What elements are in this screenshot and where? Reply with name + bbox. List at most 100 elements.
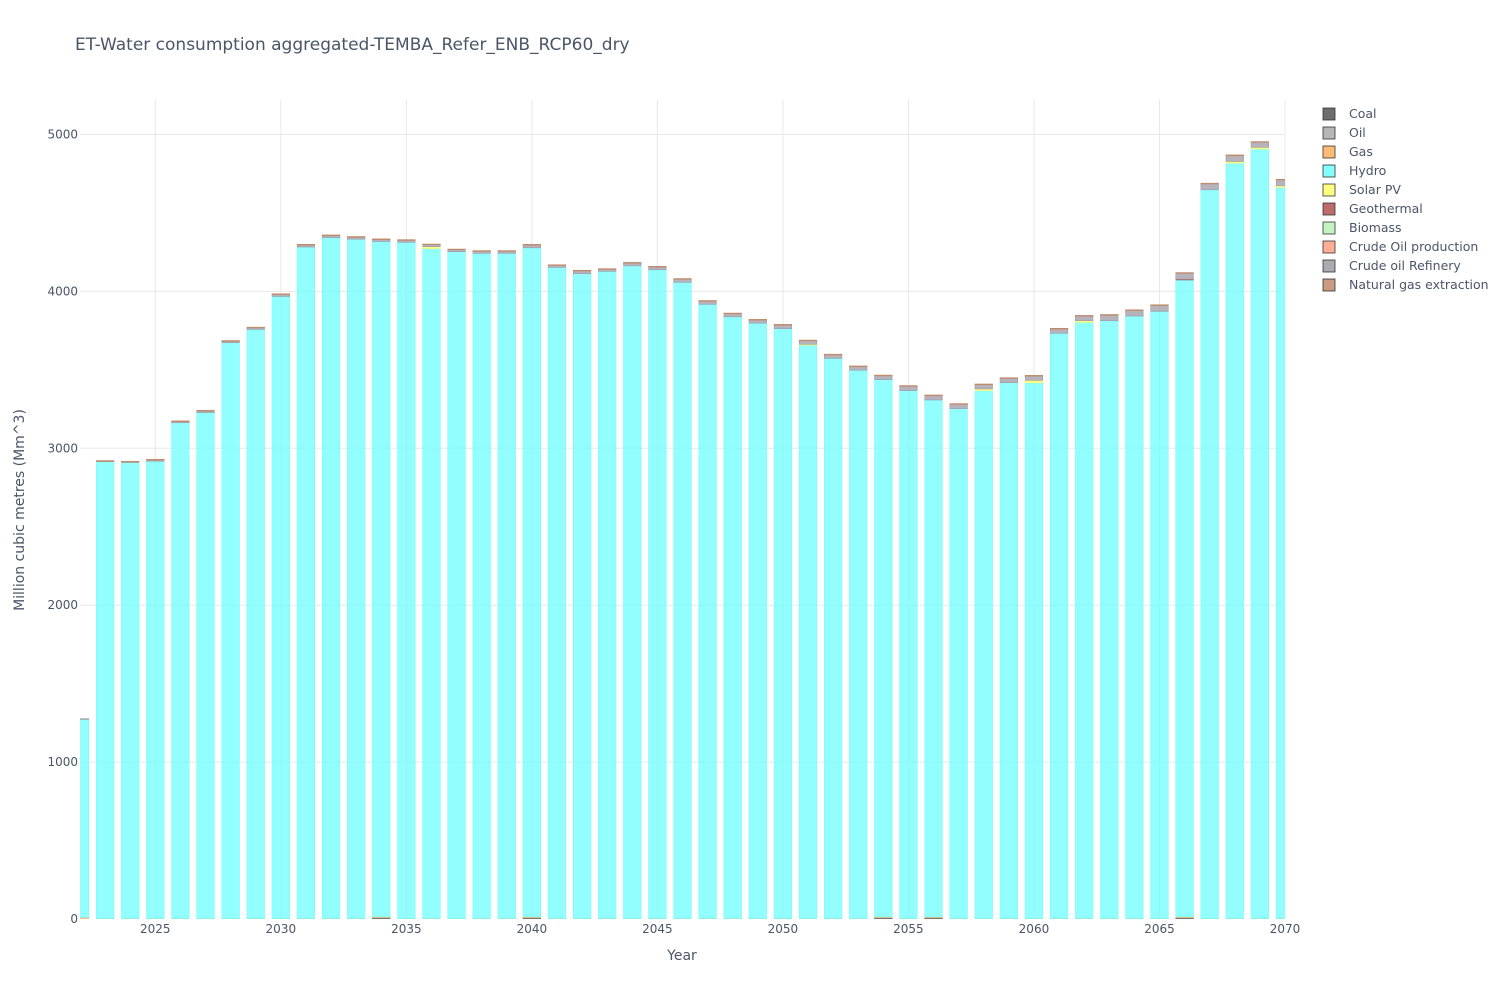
- bar-natural-gas-extraction-2056: [924, 394, 943, 397]
- bar-natural-gas-extraction-2023: [96, 460, 115, 462]
- legend-swatch-hydro: [1322, 164, 1336, 178]
- bar-natural-gas-extraction-2057: [949, 403, 968, 405]
- x-tick-label-2065: 2065: [1144, 922, 1175, 936]
- bar-hydro-2041: [547, 267, 567, 919]
- bar-group: [80, 141, 1285, 919]
- legend-swatch-solar-pv: [1322, 183, 1336, 197]
- legend-label-natural-gas-extraction: Natural gas extraction: [1349, 277, 1489, 292]
- legend-swatch-crude-oil-production: [1322, 240, 1336, 254]
- bar-hydro-2062: [1075, 322, 1094, 919]
- bar-natural-gas-extraction-2038: [472, 250, 491, 252]
- bar-hydro-2034: [372, 241, 391, 918]
- bar-natural-gas-extraction-2069: [1250, 141, 1269, 143]
- bar-natural-gas-extraction-2068: [1225, 154, 1244, 157]
- bar-hydro-2043: [598, 271, 617, 919]
- bar-natural-gas-extraction-2050: [773, 324, 793, 326]
- bar-natural-gas-extraction-2045: [648, 266, 667, 268]
- bar-hydro-2044: [623, 265, 642, 919]
- bar-hydro-2058: [974, 390, 993, 919]
- bar-hydro-2031: [296, 246, 316, 919]
- bar-hydro-2029: [246, 329, 265, 919]
- bar-hydro-2053: [849, 369, 868, 919]
- bar-natural-gas-extraction-2054: [874, 374, 893, 377]
- legend-swatch-gas: [1322, 145, 1336, 159]
- bar-natural-gas-extraction-2036: [422, 243, 441, 246]
- legend-label-crude-oil-production: Crude Oil production: [1349, 239, 1478, 254]
- bar-hydro-2060: [1024, 382, 1044, 919]
- legend-label-oil: Oil: [1349, 125, 1366, 140]
- bar-hydro-2032: [321, 237, 341, 919]
- bar-hydro-2033: [347, 238, 366, 919]
- bar-natural-gas-extraction-2070: [1275, 178, 1285, 181]
- bar-hydro-2064: [1125, 315, 1144, 919]
- bar-gas-2022: [80, 917, 90, 919]
- bar-natural-gas-extraction-2066: [1175, 272, 1194, 274]
- bar-hydro-2037: [447, 251, 466, 919]
- bar-hydro-2057: [949, 408, 968, 919]
- chart-title: ET-Water consumption aggregated-TEMBA_Re…: [75, 35, 630, 55]
- x-tick-label-2060: 2060: [1019, 922, 1050, 936]
- bar-hydro-2039: [497, 252, 516, 919]
- bar-hydro-2036: [422, 248, 441, 919]
- y-tick-label-1000: 1000: [47, 755, 78, 769]
- axes-layer: 2025 2030 2035 2040 2045 2050 2055 2060 2065 2070…: [47, 128, 1300, 936]
- bar-natural-gas-extraction-2025: [146, 458, 165, 461]
- bar-hydro-2026: [171, 422, 190, 919]
- bar-hydro-2051: [798, 344, 818, 919]
- bar-natural-gas-extraction-2067: [1200, 182, 1219, 185]
- bar-natural-gas-extraction-2064: [1125, 309, 1144, 311]
- bar-natural-gas-extraction-2052: [824, 353, 843, 356]
- bar-natural-gas-extraction-2053: [849, 365, 868, 368]
- bar-hydro-2049: [748, 322, 767, 919]
- bar-hydro-2042: [572, 273, 592, 919]
- bar-natural-gas-extraction-2034: [372, 238, 391, 240]
- bar-natural-gas-extraction-2029: [246, 326, 265, 329]
- bar-natural-gas-extraction-2033: [347, 236, 366, 238]
- y-tick-label-0: 0: [70, 912, 78, 926]
- legend-label-solar-pv: Solar PV: [1349, 182, 1401, 197]
- bar-hydro-2024: [121, 461, 140, 919]
- bar-hydro-2030: [271, 296, 290, 919]
- y-tick-label-4000: 4000: [47, 284, 78, 298]
- bar-natural-gas-extraction-2044: [623, 262, 642, 264]
- bar-hydro-2056: [924, 399, 943, 918]
- y-tick-label-5000: 5000: [47, 128, 78, 142]
- x-tick-label-2040: 2040: [517, 922, 548, 936]
- bar-crude-oil-refinery-2064: [1125, 309, 1144, 317]
- bar-hydro-2063: [1100, 320, 1119, 919]
- legend-label-geothermal: Geothermal: [1349, 201, 1423, 216]
- bar-hydro-2046: [673, 282, 692, 919]
- bar-hydro-2040: [522, 247, 541, 918]
- bar-hydro-2054: [874, 379, 893, 918]
- bar-hydro-2023: [96, 460, 115, 919]
- bar-natural-gas-extraction-2049: [748, 319, 767, 321]
- bar-solar-pv-2060: [1024, 380, 1044, 384]
- bar-crude-oil-refinery-2070: [1275, 179, 1285, 187]
- legend-label-crude-oil-refinery: Crude oil Refinery: [1349, 258, 1461, 273]
- bar-natural-gas-extraction-2035: [397, 239, 416, 241]
- bar-natural-gas-extraction-2046: [673, 278, 692, 280]
- bar-hydro-2048: [723, 316, 742, 919]
- legend-label-coal: Coal: [1349, 106, 1377, 121]
- bar-hydro-2052: [824, 358, 843, 919]
- legend: Coal Oil Gas Hydro Solar PV Geothermal Biomass…: [1322, 106, 1489, 292]
- x-tick-label-2030: 2030: [266, 922, 297, 936]
- bar-hydro-2069: [1250, 148, 1269, 919]
- bar-natural-gas-extraction-2041: [547, 264, 567, 266]
- bar-natural-gas-extraction-2027: [196, 410, 215, 412]
- x-tick-label-2070: 2070: [1270, 922, 1301, 936]
- bar-natural-gas-extraction-2039: [497, 250, 516, 252]
- legend-swatch-biomass: [1322, 221, 1336, 235]
- bar-natural-gas-extraction-2030: [271, 293, 290, 295]
- bar-natural-gas-extraction-2062: [1075, 315, 1094, 317]
- bar-hydro-2047: [698, 303, 717, 919]
- bar-natural-gas-extraction-2032: [321, 234, 341, 237]
- legend-label-hydro: Hydro: [1349, 163, 1386, 178]
- bar-natural-gas-extraction-2055: [899, 385, 918, 387]
- bar-hydro-2059: [999, 382, 1018, 919]
- bar-crude-oil-refinery-2065: [1150, 304, 1169, 312]
- bars-layer: [80, 141, 1285, 919]
- y-tick-label-3000: 3000: [47, 441, 78, 455]
- bar-natural-gas-extraction-2051: [798, 339, 818, 342]
- bar-hydro-2068: [1225, 162, 1244, 919]
